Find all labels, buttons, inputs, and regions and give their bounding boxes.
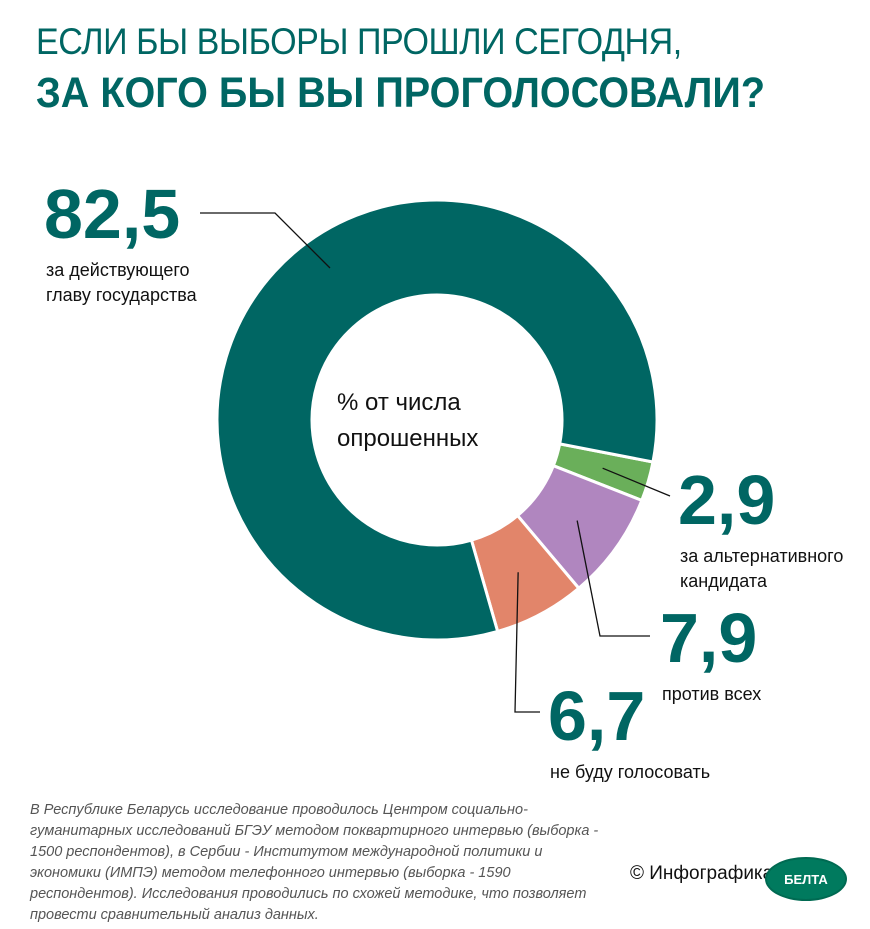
belta-logo: БЕЛТА xyxy=(765,857,847,901)
credit: © Инфографика xyxy=(630,863,774,884)
slice-label-incumbent: за действующего главу государства xyxy=(46,258,197,308)
leader-line xyxy=(576,520,650,637)
center-label-line1: % от числа xyxy=(337,389,461,416)
slice-label-against-all: против всех xyxy=(662,684,762,704)
slice-label-alternative: за альтернативного кандидата xyxy=(680,544,843,594)
title-line1: ЕСЛИ БЫ ВЫБОРЫ ПРОШЛИ СЕГОДНЯ, xyxy=(36,21,682,62)
slice-incumbent xyxy=(215,198,659,642)
value-label-against-all: 7,9 xyxy=(660,599,758,677)
label-line: за действующего xyxy=(46,260,190,280)
leader-line xyxy=(514,572,540,713)
value-label-not-voting: 6,7 xyxy=(548,677,646,755)
label-line: главу государства xyxy=(46,285,197,305)
value-label-incumbent: 82,5 xyxy=(44,175,181,253)
value-label-alternative: 2,9 xyxy=(678,461,776,539)
center-label: % от числа опрошенных xyxy=(337,385,537,457)
slice-label-not-voting: не буду голосовать xyxy=(550,762,711,782)
leader-line xyxy=(602,467,671,497)
title-line2: ЗА КОГО БЫ ВЫ ПРОГОЛОСОВАЛИ? xyxy=(36,69,766,117)
center-label-line2: опрошенных xyxy=(337,425,479,452)
footnote: В Республике Беларусь исследование прово… xyxy=(30,802,599,923)
label-line: за альтернативного xyxy=(680,546,844,566)
leader-line xyxy=(200,212,331,269)
label-line: кандидата xyxy=(680,571,767,591)
